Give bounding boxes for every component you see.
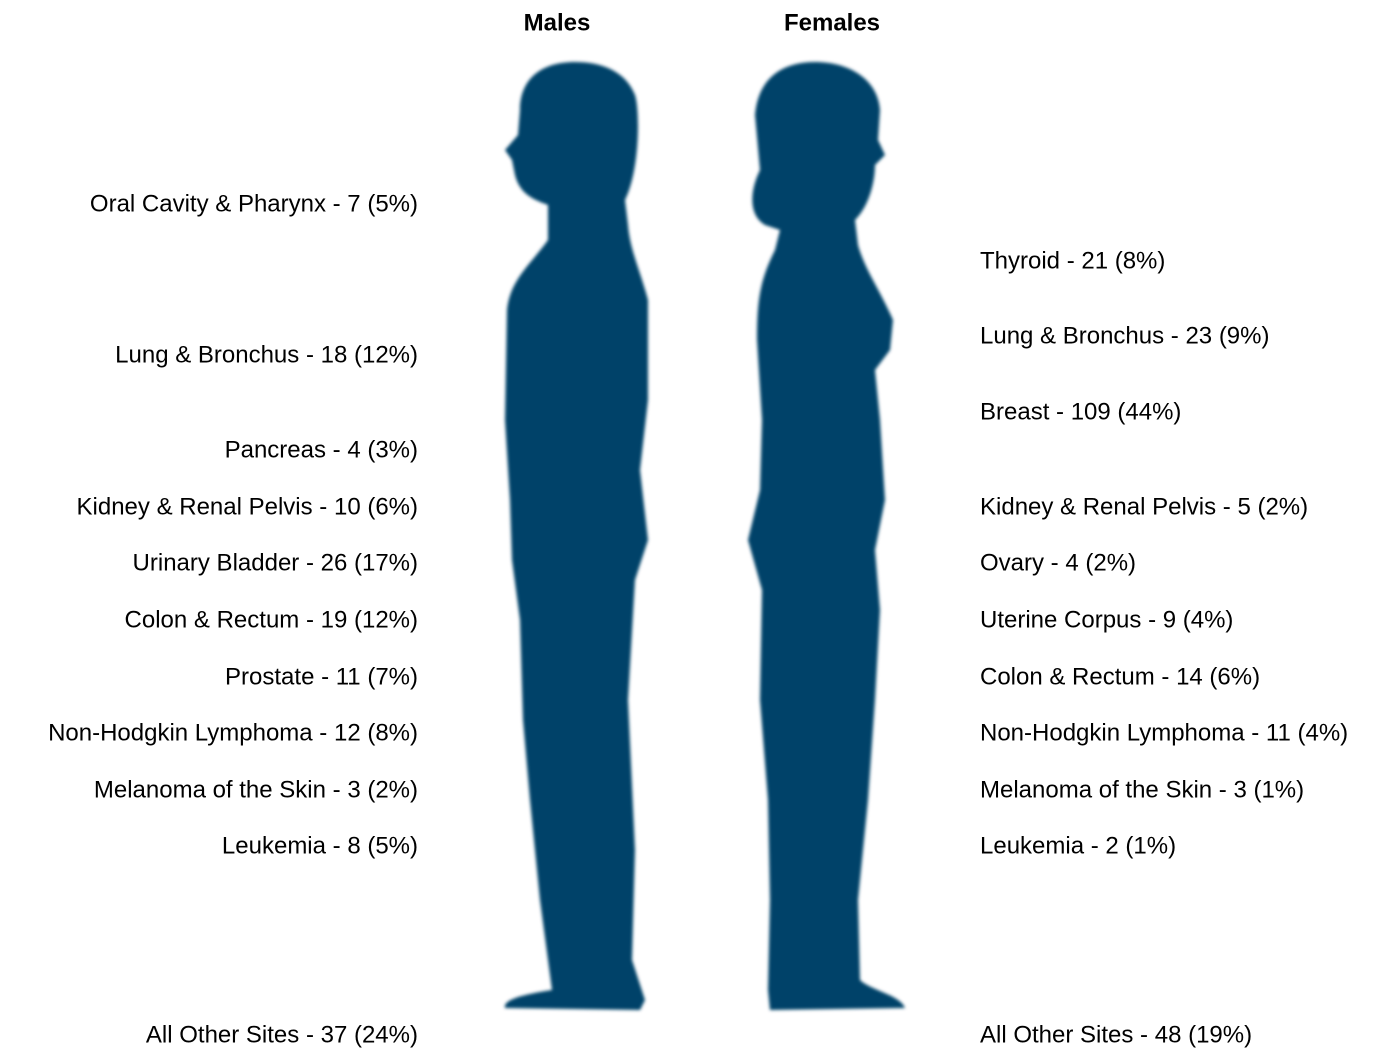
female-site-label: Melanoma of the Skin - 3 (1%)	[980, 776, 1304, 803]
male-site-label: Colon & Rectum - 19 (12%)	[125, 606, 418, 633]
males-header: Males	[524, 9, 591, 36]
female-site-label: Kidney & Renal Pelvis - 5 (2%)	[980, 493, 1308, 520]
female-site-label: Breast - 109 (44%)	[980, 398, 1181, 425]
male-site-label: Melanoma of the Skin - 3 (2%)	[94, 776, 418, 803]
male-site-label: Urinary Bladder - 26 (17%)	[133, 549, 418, 576]
male-site-label: Oral Cavity & Pharynx - 7 (5%)	[90, 190, 418, 217]
male-site-label: Lung & Bronchus - 18 (12%)	[115, 341, 418, 368]
female-site-label: Leukemia - 2 (1%)	[980, 832, 1176, 859]
females-header: Females	[784, 9, 880, 36]
male-site-label: Non-Hodgkin Lymphoma - 12 (8%)	[48, 719, 418, 746]
female-site-label: Thyroid - 21 (8%)	[980, 247, 1165, 274]
female-site-label: All Other Sites - 48 (19%)	[980, 1021, 1252, 1048]
male-site-label: Kidney & Renal Pelvis - 10 (6%)	[77, 493, 418, 520]
female-site-label: Colon & Rectum - 14 (6%)	[980, 663, 1260, 690]
female-site-label: Ovary - 4 (2%)	[980, 549, 1136, 576]
page: Males Females Oral Cavity & Pharynx - 7 …	[0, 0, 1400, 1051]
female-site-label: Lung & Bronchus - 23 (9%)	[980, 322, 1270, 349]
male-site-label: Pancreas - 4 (3%)	[225, 436, 418, 463]
male-site-label: All Other Sites - 37 (24%)	[146, 1021, 418, 1048]
male-site-label: Leukemia - 8 (5%)	[222, 832, 418, 859]
male-silhouette	[505, 62, 648, 1010]
infographic: Males Females Oral Cavity & Pharynx - 7 …	[0, 0, 1400, 1051]
male-site-label: Prostate - 11 (7%)	[225, 663, 418, 690]
female-site-label: Non-Hodgkin Lymphoma - 11 (4%)	[980, 719, 1348, 746]
female-site-label: Uterine Corpus - 9 (4%)	[980, 606, 1233, 633]
female-silhouette	[748, 62, 905, 1010]
